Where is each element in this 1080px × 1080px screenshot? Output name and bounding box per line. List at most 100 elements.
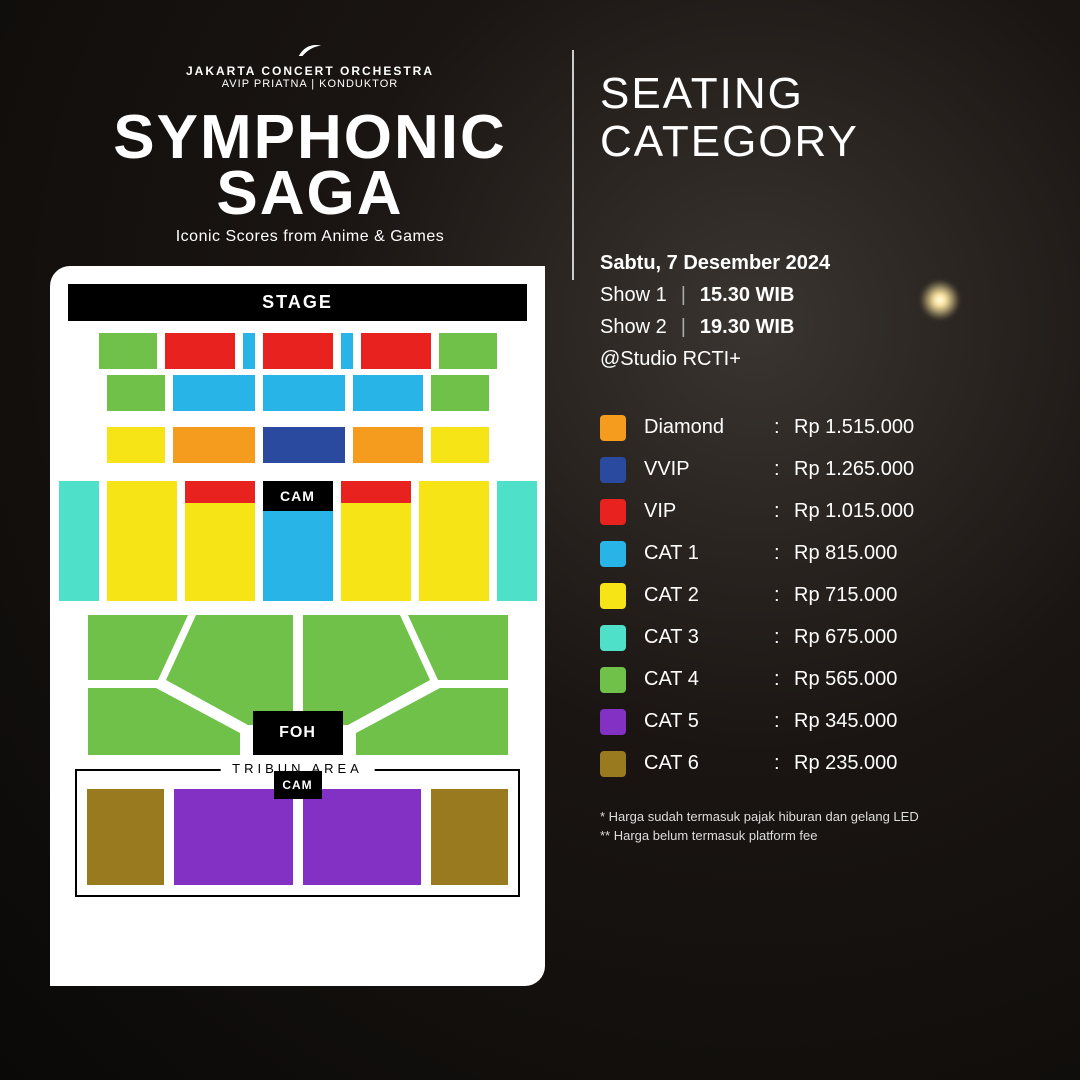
swatch-cat1 [600, 541, 626, 567]
seat-cat1 [353, 375, 423, 411]
seat-cat1 [173, 375, 255, 411]
seating-block-3: FOH [88, 615, 508, 755]
swatch-vvip [600, 457, 626, 483]
orchestra-logo: JAKARTA CONCERT ORCHESTRA AVIP PRIATNA |… [50, 40, 570, 90]
show2-label: Show 2 [600, 311, 667, 343]
legend-row-cat3: CAT 3:Rp 675.000 [600, 625, 1030, 651]
legend-row-cat2: CAT 2:Rp 715.000 [600, 583, 1030, 609]
seat-cat1 [243, 333, 255, 369]
seat-cat3 [497, 481, 537, 601]
swatch-cat2 [600, 583, 626, 609]
category-label: CAT 3 [644, 626, 774, 649]
tribun-cam-label: CAM [274, 771, 322, 799]
cam-label: CAM [263, 481, 333, 511]
event-info: Sabtu, 7 Desember 2024 Show 1 | 15.30 WI… [600, 247, 1030, 375]
show2-time: 19.30 WIB [700, 311, 794, 343]
vertical-divider [572, 50, 574, 280]
category-label: VVIP [644, 458, 774, 481]
category-label: CAT 4 [644, 668, 774, 691]
footnote-1: * Harga sudah termasuk pajak hiburan dan… [600, 807, 1030, 827]
colon: : [774, 500, 794, 523]
seat-diamond [353, 427, 423, 463]
category-label: VIP [644, 500, 774, 523]
colon: : [774, 584, 794, 607]
price-legend: Diamond:Rp 1.515.000VVIP:Rp 1.265.000VIP… [600, 415, 1030, 777]
seat-cat6 [87, 789, 164, 885]
legend-row-cat6: CAT 6:Rp 235.000 [600, 751, 1030, 777]
category-price: Rp 1.015.000 [794, 500, 914, 523]
category-label: CAT 6 [644, 752, 774, 775]
event-title: SYMPHONIC SAGA [50, 110, 570, 222]
legend-row-cat4: CAT 4:Rp 565.000 [600, 667, 1030, 693]
section-title-l2: CATEGORY [600, 117, 859, 166]
seat-vip [165, 333, 235, 369]
category-price: Rp 675.000 [794, 626, 897, 649]
swatch-vip [600, 499, 626, 525]
seating-block-2: CAM [59, 481, 537, 601]
seat-vvip [263, 427, 345, 463]
seat-cat4 [107, 375, 165, 411]
category-price: Rp 565.000 [794, 668, 897, 691]
category-price: Rp 1.515.000 [794, 416, 914, 439]
seating-map: STAGE CAM FOH TRIBU [50, 266, 545, 986]
seat-cat2 [185, 503, 255, 601]
separator: | [681, 311, 686, 343]
swatch-cat3 [600, 625, 626, 651]
legend-row-vip: VIP:Rp 1.015.000 [600, 499, 1030, 525]
colon: : [774, 458, 794, 481]
category-price: Rp 1.265.000 [794, 458, 914, 481]
legend-row-diamond: Diamond:Rp 1.515.000 [600, 415, 1030, 441]
org-name: JAKARTA CONCERT ORCHESTRA [186, 64, 434, 78]
colon: : [774, 542, 794, 565]
event-date: Sabtu, 7 Desember 2024 [600, 247, 1030, 279]
stage-label: STAGE [68, 284, 527, 321]
seat-cat4 [431, 375, 489, 411]
category-price: Rp 815.000 [794, 542, 897, 565]
swatch-cat4 [600, 667, 626, 693]
seat-cat2 [341, 503, 411, 601]
section-title: SEATING CATEGORY [600, 70, 1030, 167]
colon: : [774, 626, 794, 649]
seat-cat1 [341, 333, 353, 369]
colon: : [774, 416, 794, 439]
footnotes: * Harga sudah termasuk pajak hiburan dan… [600, 807, 1030, 846]
conductor-name: AVIP PRIATNA | KONDUKTOR [222, 78, 398, 90]
category-price: Rp 235.000 [794, 752, 897, 775]
legend-row-vvip: VVIP:Rp 1.265.000 [600, 457, 1030, 483]
category-label: CAT 5 [644, 710, 774, 733]
colon: : [774, 668, 794, 691]
foh-label: FOH [253, 711, 343, 755]
category-price: Rp 715.000 [794, 584, 897, 607]
event-subtitle: Iconic Scores from Anime & Games [50, 228, 570, 246]
seat-cat4 [439, 333, 497, 369]
category-label: CAT 1 [644, 542, 774, 565]
colon: : [774, 710, 794, 733]
seat-cat2 [107, 427, 165, 463]
seat-vip [185, 481, 255, 503]
legend-row-cat5: CAT 5:Rp 345.000 [600, 709, 1030, 735]
tribun-area: TRIBUN AREA CAM [75, 769, 520, 897]
seat-cat6 [431, 789, 508, 885]
seat-diamond [173, 427, 255, 463]
seat-vip [361, 333, 431, 369]
seat-cat3 [59, 481, 99, 601]
seat-cat2 [431, 427, 489, 463]
seat-cat4 [99, 333, 157, 369]
seat-cat5 [303, 789, 421, 885]
section-title-l1: SEATING [600, 69, 804, 118]
category-label: Diamond [644, 416, 774, 439]
separator: | [681, 279, 686, 311]
seat-cat1 [263, 511, 333, 601]
feather-icon [295, 40, 325, 60]
venue: @Studio RCTI+ [600, 343, 1030, 375]
category-label: CAT 2 [644, 584, 774, 607]
footnote-2: ** Harga belum termasuk platform fee [600, 826, 1030, 846]
colon: : [774, 752, 794, 775]
seat-cat1 [263, 375, 345, 411]
seat-cat5 [174, 789, 292, 885]
swatch-diamond [600, 415, 626, 441]
seat-vip [263, 333, 333, 369]
seating-block-1 [99, 333, 497, 463]
show1-label: Show 1 [600, 279, 667, 311]
swatch-cat6 [600, 751, 626, 777]
